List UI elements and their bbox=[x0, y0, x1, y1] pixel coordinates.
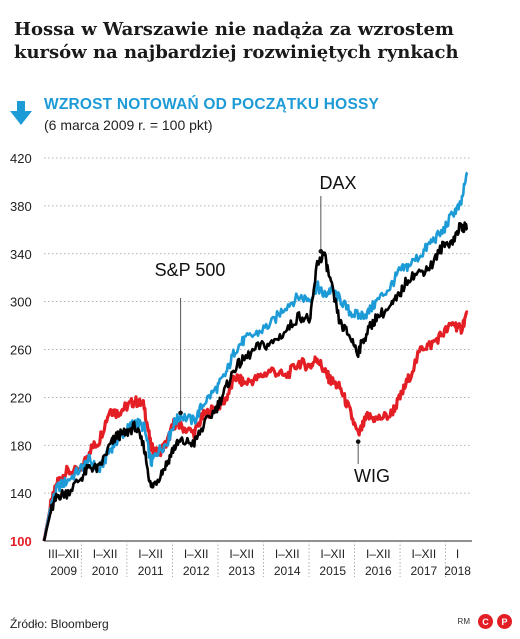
credits-p-logo: P bbox=[497, 614, 512, 629]
x-year-label: 2014 bbox=[274, 564, 301, 578]
x-period-label: I–XII bbox=[184, 547, 209, 561]
x-year-label: 2010 bbox=[92, 564, 119, 578]
y-tick-label: 380 bbox=[10, 199, 32, 214]
x-period-label: I–XII bbox=[366, 547, 391, 561]
y-tick-label: 340 bbox=[10, 247, 32, 262]
x-year-label: 2013 bbox=[228, 564, 255, 578]
chart: 100 140 180 220 260 300 340 380 420 III–XII 2009 I–… bbox=[10, 151, 472, 578]
y-tick-label: 220 bbox=[10, 390, 32, 405]
x-period-label: III–XII bbox=[48, 547, 79, 561]
annotation-label: S&P 500 bbox=[155, 260, 226, 280]
chart-headline: Hossa w Warszawie nie nadąża za wzrostem… bbox=[14, 19, 459, 63]
credits: RM C P bbox=[458, 614, 512, 629]
arrow-down-icon bbox=[10, 101, 32, 125]
annotation-label: WIG bbox=[354, 466, 390, 486]
x-period-label: I–XII bbox=[320, 547, 345, 561]
annotation-dot bbox=[178, 410, 183, 416]
y-tick-label: 300 bbox=[10, 295, 32, 310]
source-note: Źródło: Bloomberg bbox=[10, 617, 109, 631]
annotation-dot bbox=[318, 249, 324, 254]
x-year-label: 2012 bbox=[183, 564, 210, 578]
x-period-label: I–XII bbox=[275, 547, 300, 561]
x-period-label: I–XII bbox=[411, 547, 436, 561]
series-line-s-p-500 bbox=[42, 171, 469, 542]
x-year-label: 2018 bbox=[444, 564, 471, 578]
x-period-label: I–XII bbox=[138, 547, 163, 561]
x-year-label: 2009 bbox=[50, 564, 77, 578]
y-tick-label: 100 bbox=[10, 534, 32, 549]
chart-subtitle: WZROST NOTOWAŃ OD POCZĄTKU HOSSY bbox=[44, 96, 380, 113]
x-period-label: I–XII bbox=[229, 547, 254, 561]
annotation-dot bbox=[355, 439, 361, 444]
x-year-label: 2016 bbox=[365, 564, 392, 578]
y-tick-label: 140 bbox=[10, 486, 32, 501]
annotation-label: DAX bbox=[319, 173, 356, 193]
x-year-label: 2015 bbox=[319, 564, 346, 578]
credits-c-logo: C bbox=[478, 614, 493, 629]
credits-rm: RM bbox=[457, 617, 470, 626]
x-year-label: 2017 bbox=[410, 564, 437, 578]
chart-subnote: (6 marca 2009 r. = 100 pkt) bbox=[44, 117, 213, 133]
x-period-label: I–XII bbox=[93, 547, 118, 561]
y-tick-label: 420 bbox=[10, 151, 32, 166]
series-line-dax bbox=[42, 221, 469, 542]
x-period-label: I bbox=[456, 547, 459, 561]
y-tick-label: 180 bbox=[10, 438, 32, 453]
y-tick-label: 260 bbox=[10, 343, 32, 358]
x-year-label: 2011 bbox=[138, 564, 164, 578]
series-line-wig bbox=[42, 310, 469, 542]
